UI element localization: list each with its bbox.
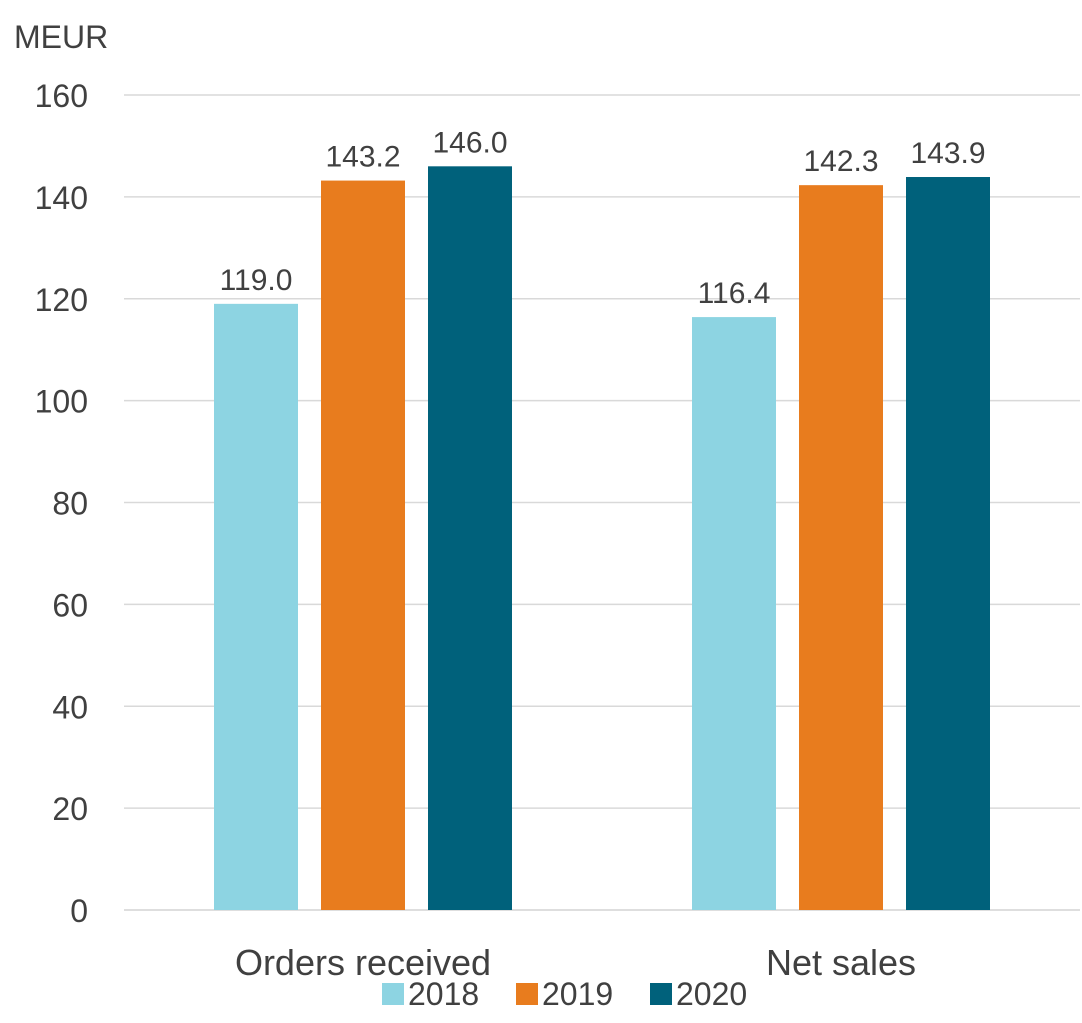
legend-swatch-2018 (382, 983, 404, 1005)
y-tick-label: 60 (52, 587, 88, 623)
y-tick-label: 100 (35, 384, 88, 420)
bar-2020 (428, 166, 512, 910)
y-tick-label: 20 (52, 791, 88, 827)
y-tick-label: 80 (52, 486, 88, 522)
data-label: 142.3 (803, 145, 878, 178)
legend-label: 2020 (676, 976, 747, 1012)
bar-2020 (906, 177, 990, 910)
y-tick-label: 120 (35, 282, 88, 318)
y-tick-label: 40 (52, 689, 88, 725)
data-label: 146.0 (432, 126, 507, 159)
x-tick-label: Orders received (235, 942, 491, 983)
x-tick-label: Net sales (766, 942, 916, 983)
y-tick-label: 140 (35, 180, 88, 216)
x-axis-ticks: Orders received Net sales (235, 942, 916, 983)
data-label: 116.4 (698, 277, 771, 310)
legend-swatch-2020 (650, 983, 672, 1005)
legend-swatch-2019 (516, 983, 538, 1005)
data-labels: 119.0 143.2 146.0 116.4 142.3 143.9 (220, 126, 986, 310)
data-label: 119.0 (220, 264, 293, 297)
bar-2019 (321, 180, 405, 910)
data-label: 143.2 (325, 141, 400, 174)
y-axis-ticks: 0 20 40 60 80 100 120 140 160 (35, 78, 88, 929)
bar-2018 (692, 317, 776, 910)
y-axis-label: MEUR (14, 19, 108, 55)
y-tick-label: 160 (35, 78, 88, 114)
bar-2018 (214, 303, 298, 910)
y-tick-label: 0 (70, 893, 88, 929)
data-label: 143.9 (910, 137, 985, 170)
bars (214, 166, 990, 911)
legend: 2018 2019 2020 (382, 976, 747, 1012)
bar-2019 (799, 185, 883, 911)
legend-label: 2019 (542, 976, 613, 1012)
legend-label: 2018 (408, 976, 479, 1012)
